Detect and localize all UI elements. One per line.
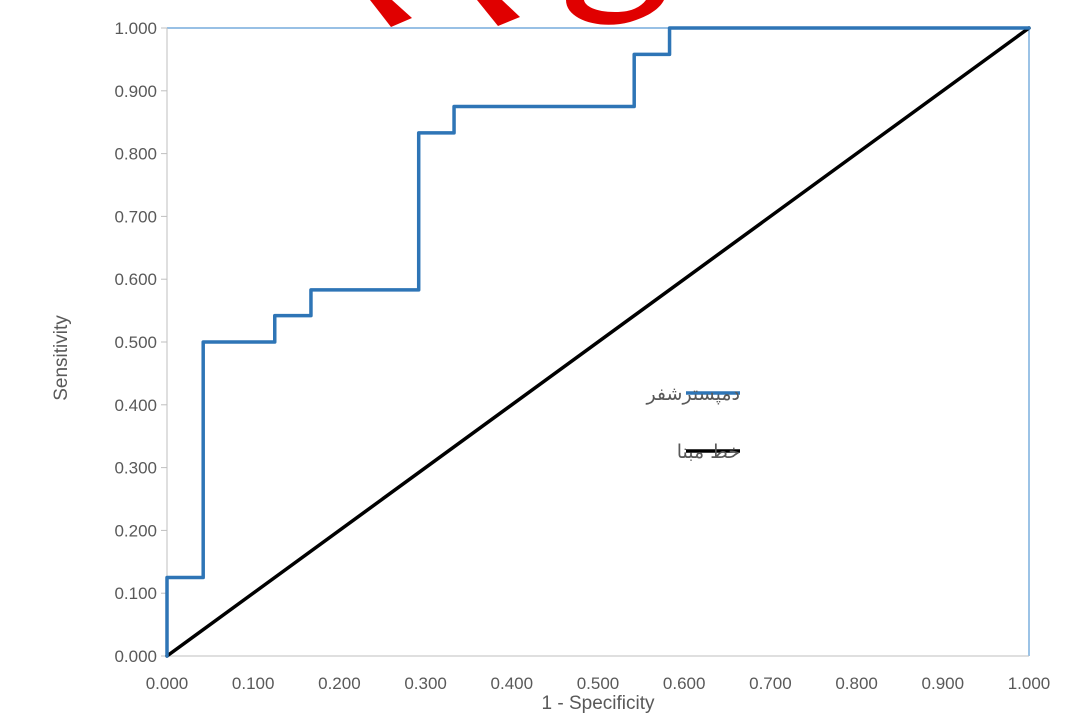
y-tick-label: 0.200 <box>114 521 157 540</box>
x-tick-label: 0.300 <box>404 674 447 693</box>
y-tick-labels: 0.000 0.100 0.200 0.300 0.400 0.500 0.600 0.700… <box>114 19 167 666</box>
watermark-shape <box>566 0 664 25</box>
series-lines <box>165 26 1031 658</box>
series-line-2 <box>165 26 1031 658</box>
x-tick-label: 0.000 <box>146 674 189 693</box>
y-tick-label: 1.000 <box>114 19 157 38</box>
x-tick-labels: 0.000 0.100 0.200 0.300 0.400 0.500 0.600 0.700… <box>146 674 1051 693</box>
series-line-1 <box>165 26 1031 658</box>
x-tick-label: 0.800 <box>835 674 878 693</box>
x-tick-label: 0.600 <box>663 674 706 693</box>
y-tick-label: 0.600 <box>114 270 157 289</box>
legend-label-series-2: خط مبنا <box>677 441 740 463</box>
watermark-shape <box>477 0 520 26</box>
y-tick-label: 0.100 <box>114 584 157 603</box>
y-tick-label: 0.300 <box>114 459 157 478</box>
y-tick-label: 0.800 <box>114 145 157 164</box>
y-tick-label: 0.900 <box>114 82 157 101</box>
y-tick-label: 0.400 <box>114 396 157 415</box>
x-tick-label: 0.700 <box>749 674 792 693</box>
x-tick-label: 0.200 <box>318 674 361 693</box>
watermark-shape <box>370 0 412 27</box>
legend: دمپسترشفر خط مبنا <box>645 383 740 463</box>
x-axis-title: 1 - Specificity <box>542 693 655 714</box>
legend-label-series-1: دمپسترشفر <box>645 383 740 405</box>
x-tick-label: 0.500 <box>577 674 620 693</box>
y-tick-label: 0.000 <box>114 647 157 666</box>
x-tick-label: 0.100 <box>232 674 275 693</box>
x-tick-label: 0.900 <box>922 674 965 693</box>
y-tick-label: 0.500 <box>114 333 157 352</box>
y-axis-title: Sensitivity <box>51 315 72 401</box>
watermark-decoration <box>370 0 664 27</box>
y-tick-label: 0.700 <box>114 207 157 226</box>
x-tick-label: 1.000 <box>1008 674 1051 693</box>
x-tick-label: 0.400 <box>491 674 534 693</box>
